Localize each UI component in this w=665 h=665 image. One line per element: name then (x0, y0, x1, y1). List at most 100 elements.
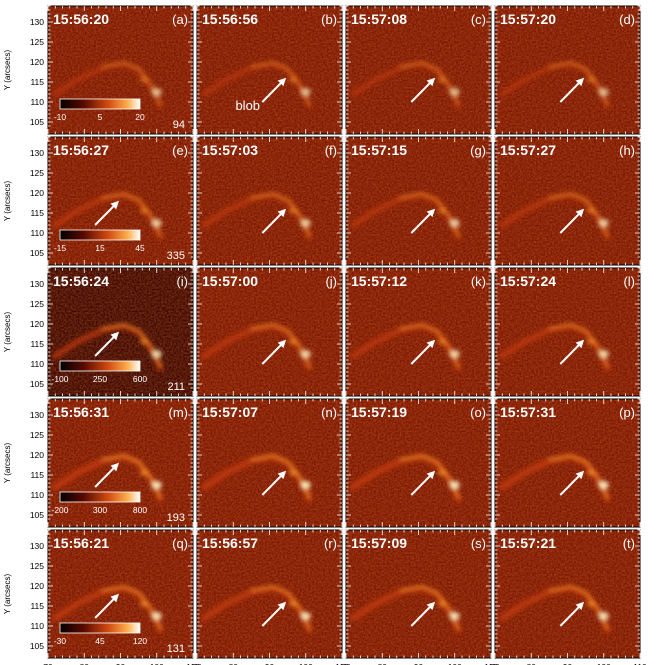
wavelength-label: 131 (167, 643, 185, 655)
panel-ticks (494, 136, 641, 265)
y-tick-label: 125 (30, 561, 44, 571)
panel-time: 15:57:00 (202, 273, 258, 289)
panel-ticks (345, 398, 492, 527)
panel-ticks (345, 267, 492, 396)
x-tick-label: 110 (335, 662, 349, 665)
y-tick-label: 110 (30, 490, 44, 500)
colorbar-tick-label: -30 (54, 636, 67, 646)
panel-noise (346, 530, 491, 658)
panel-label: (g) (470, 143, 486, 158)
panel-time: 15:57:27 (500, 142, 556, 158)
panel-noise (48, 530, 193, 658)
panel-label: (d) (619, 12, 635, 27)
loop-emission (201, 192, 313, 240)
loop-emission (52, 584, 164, 634)
panel-d: 15:57:20 (d) (494, 5, 641, 135)
panel-time: 15:57:31 (500, 404, 556, 420)
y-tick-label: 105 (30, 248, 44, 258)
colorbar-tick-label: 600 (133, 374, 147, 384)
colorbar-tick-label: 800 (133, 505, 147, 515)
loop-emission (499, 192, 611, 240)
colorbar-tick-label: -200 (51, 505, 68, 515)
colorbar-tick-label: 120 (133, 636, 147, 646)
panel-noise (197, 137, 342, 265)
panel-ticks (494, 5, 641, 134)
panel-noise (197, 268, 342, 396)
colorbar-tick-label: 5 (98, 112, 103, 122)
colorbar-tick-label: 250 (93, 374, 107, 384)
x-tick-label: 100 (150, 662, 164, 665)
x-tick-label: 70 (43, 662, 53, 665)
panel-time: 15:56:21 (53, 535, 109, 551)
blob-arrow (94, 593, 120, 619)
panel-ticks (47, 5, 194, 134)
axes-layer: 105 110 115 120 125 130 Y (arcsecs) 105 110 115 12… (3, 17, 647, 665)
y-tick-label: 125 (30, 430, 44, 440)
panel-time: 15:57:19 (351, 404, 407, 420)
panel-time: 15:56:56 (202, 11, 258, 27)
panel-noise (346, 6, 491, 134)
panel-time: 15:57:08 (351, 11, 407, 27)
panel-ticks (196, 5, 343, 134)
colorbar (59, 360, 141, 372)
panel-noise (346, 137, 491, 265)
y-tick-label: 105 (30, 379, 44, 389)
panel-ticks (494, 529, 641, 658)
panel-label: (n) (321, 405, 337, 420)
y-tick-label: 125 (30, 299, 44, 309)
panel-label: (c) (471, 12, 486, 27)
panel-s: 15:57:09 (s) (345, 529, 492, 659)
blob-arrow (559, 601, 585, 627)
panel-ticks (196, 267, 343, 396)
blob-arrow (559, 470, 585, 496)
blob-arrow (94, 462, 120, 488)
panel-noise (48, 6, 193, 134)
y-axis-title: Y (arcsecs) (3, 50, 12, 91)
panel-label: (a) (172, 12, 188, 27)
panel-label: (r) (324, 536, 337, 551)
panel-noise (495, 530, 640, 658)
x-tick-label: 80 (229, 662, 239, 665)
loop-emission (350, 192, 462, 240)
y-axis-title: Y (arcsecs) (3, 181, 12, 222)
colorbar-tick-label: 300 (93, 505, 107, 515)
colorbar (59, 98, 141, 110)
panel-noise (346, 268, 491, 396)
blob-arrow (261, 601, 287, 627)
panel-time: 15:57:12 (351, 273, 407, 289)
y-axis-title: Y (arcsecs) (3, 312, 12, 353)
panel-i: 15:56:24 (i) -100 250 600 211 (47, 267, 194, 397)
blob-arrow (410, 601, 436, 627)
panel-time: 15:56:31 (53, 404, 109, 420)
panel-t: 15:57:21 (t) (494, 529, 641, 659)
panel-q: 15:56:21 (q) -30 45 120 131 (47, 529, 194, 659)
blob-arrow (559, 339, 585, 365)
panel-h: 15:57:27 (h) (494, 136, 641, 266)
y-axis-title: Y (arcsecs) (3, 443, 12, 484)
panel-ticks (47, 267, 194, 396)
panel-label: (p) (619, 405, 635, 420)
wavelength-label: 94 (173, 119, 185, 131)
panel-label: (s) (471, 536, 486, 551)
panel-noise (48, 268, 193, 396)
loop-emission (499, 61, 610, 109)
panel-ticks (47, 398, 194, 527)
y-tick-label: 110 (30, 97, 44, 107)
panel-time: 15:56:57 (202, 535, 258, 551)
panel-time: 15:57:20 (500, 11, 556, 27)
x-tick-label: 90 (116, 662, 126, 665)
x-tick-label: 70 (192, 662, 202, 665)
panel-l: 15:57:24 (l) (494, 267, 641, 397)
x-tick-label: 110 (186, 662, 200, 665)
y-tick-label: 115 (30, 470, 44, 480)
y-tick-label: 120 (30, 57, 44, 67)
panel-c: 15:57:08 (c) (345, 5, 492, 135)
loop-emission (52, 322, 164, 371)
panel-ticks (196, 136, 343, 265)
y-tick-label: 115 (30, 208, 44, 218)
panel-noise (495, 399, 640, 527)
panel-ticks (196, 529, 343, 658)
loop-emission (499, 584, 611, 634)
y-tick-label: 120 (30, 188, 44, 198)
panel-p: 15:57:31 (p) (494, 398, 641, 528)
